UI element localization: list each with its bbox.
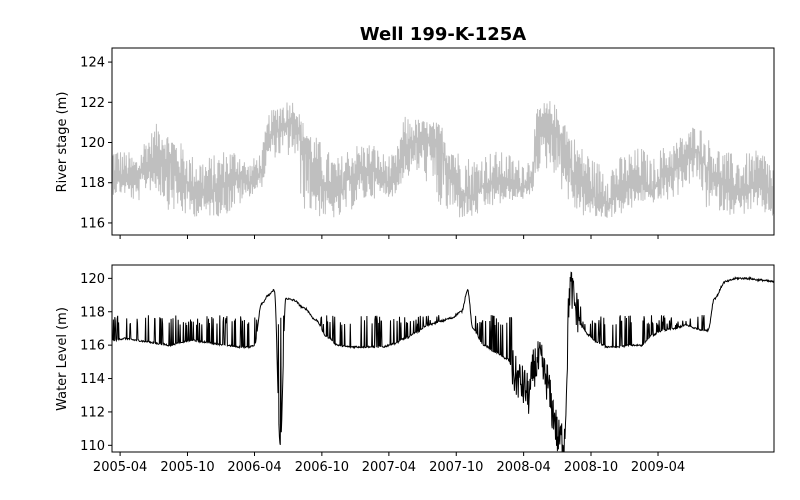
water-level-x-tick-label: 2009-04 xyxy=(631,460,685,475)
water-level-x-tick-label: 2005-10 xyxy=(160,460,214,475)
river-stage-y-tick-label: 124 xyxy=(80,56,105,71)
water-level-x-tick-label: 2007-10 xyxy=(429,460,483,475)
river-stage-y-tick-label: 122 xyxy=(80,96,105,111)
river-stage-axes-frame xyxy=(111,47,775,236)
river-stage-y-tick-label: 120 xyxy=(80,136,105,151)
river-stage-y-tick-label: 118 xyxy=(80,176,105,191)
river-stage-y-axis-label: River stage (m) xyxy=(55,92,70,193)
water-level-y-ticks: 110 112 114 116 118 120 xyxy=(80,272,112,454)
water-level-x-tick-label: 2006-10 xyxy=(295,460,349,475)
river-stage-x-ticks xyxy=(119,235,659,239)
river-stage-y-ticks: 116 118 120 122 124 xyxy=(80,56,112,231)
water-level-x-tick-label: 2005-04 xyxy=(93,460,147,475)
water-level-y-tick-label: 110 xyxy=(80,439,105,454)
water-level-y-tick-label: 112 xyxy=(80,405,105,420)
water-level-plot-area xyxy=(112,271,774,452)
river-stage-panel: River stage (m) 116 118 120 122 124 xyxy=(55,47,775,239)
water-level-x-tick-label: 2008-10 xyxy=(564,460,618,475)
water-level-x-tick-label: 2008-04 xyxy=(496,460,550,475)
water-level-y-axis-label: Water Level (m) xyxy=(55,307,70,411)
water-level-series-line xyxy=(112,271,774,452)
water-level-x-tick-label: 2007-04 xyxy=(362,460,416,475)
chart-title: Well 199-K-125A xyxy=(360,24,526,45)
water-level-axes-frame xyxy=(111,264,775,453)
water-level-x-tick-label: 2006-04 xyxy=(227,460,281,475)
water-level-panel: Water Level (m) 110 112 114 116 118 120 2005-… xyxy=(55,264,775,475)
water-level-y-tick-label: 114 xyxy=(80,372,105,387)
water-level-y-tick-label: 118 xyxy=(80,305,105,320)
water-level-x-ticks: 2005-04 2005-10 2006-04 2006-10 2007-04 2007-… xyxy=(93,452,685,475)
water-level-y-tick-label: 120 xyxy=(80,272,105,287)
water-level-y-tick-label: 116 xyxy=(80,339,105,354)
river-stage-plot-area xyxy=(112,101,774,218)
river-stage-series-line xyxy=(112,101,774,218)
river-stage-y-tick-label: 116 xyxy=(80,216,105,231)
